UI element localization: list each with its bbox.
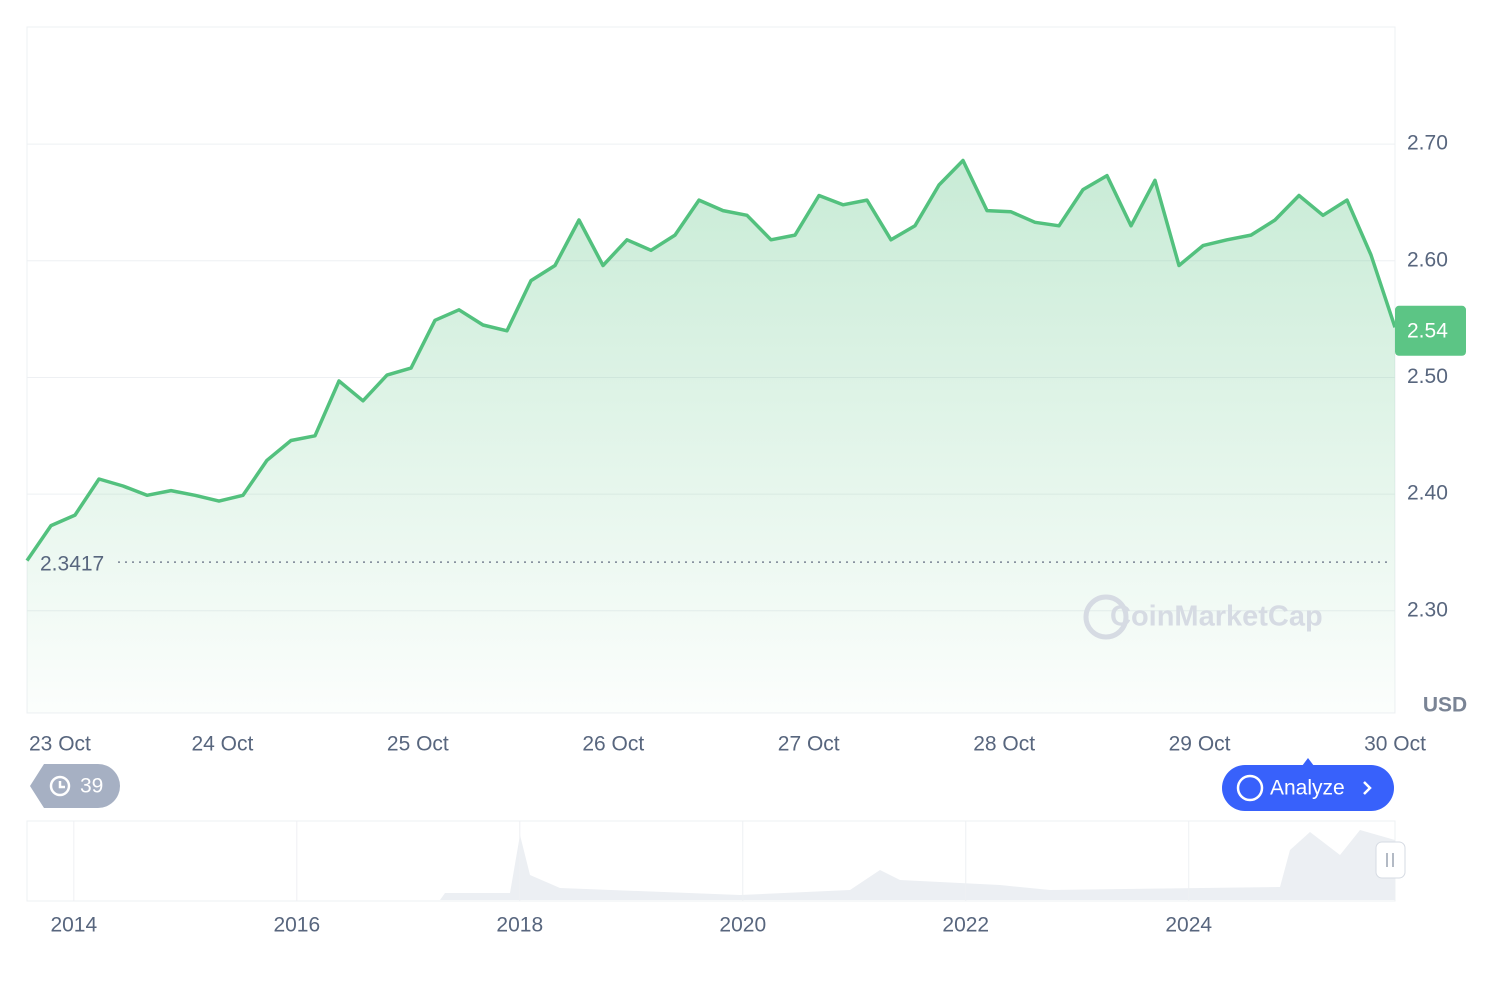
x-tick-label: 26 Oct [582,733,644,756]
navigator-tick-label: 2014 [50,914,97,937]
navigator-tick-label: 2016 [273,914,320,937]
x-tick-label: 29 Oct [1169,733,1231,756]
x-tick-label: 23 Oct [29,733,91,756]
navigator-tick-label: 2018 [496,914,543,937]
history-count: 39 [80,775,103,798]
y-tick-label: 2.70 [1407,132,1448,155]
price-line [25,158,1397,562]
navigator-area [27,830,1395,900]
navigator-tick-label: 2020 [719,914,766,937]
open-price-label: 2.3417 [40,553,104,576]
y-tick-label: 2.30 [1407,598,1448,621]
navigator-tick-label: 2024 [1165,914,1212,937]
plot [25,158,1397,713]
navigator [73,821,1190,901]
x-tick-label: 28 Oct [973,733,1035,756]
history-badge[interactable]: 39 [30,764,120,808]
price-area [27,160,1395,713]
unit-label: USD [1423,694,1467,717]
analyze-label: Analyze [1270,777,1345,800]
current-price-label: 2.54 [1407,319,1448,342]
x-tick-label: 24 Oct [191,733,253,756]
y-tick-label: 2.50 [1407,365,1448,388]
analyze-button[interactable]: Analyze [1222,758,1394,811]
watermark-logo [1083,594,1129,640]
current-price-tag [1395,305,1466,356]
y-tick-label: 2.60 [1407,248,1448,271]
y-tick-label: 2.40 [1407,482,1448,505]
x-tick-label: 30 Oct [1364,733,1426,756]
watermark: CoinMarketCap [1110,601,1323,633]
x-tick-label: 25 Oct [387,733,449,756]
navigator-tick-label: 2022 [942,914,989,937]
x-tick-label: 27 Oct [778,733,840,756]
navigator-handle[interactable] [1375,841,1406,879]
